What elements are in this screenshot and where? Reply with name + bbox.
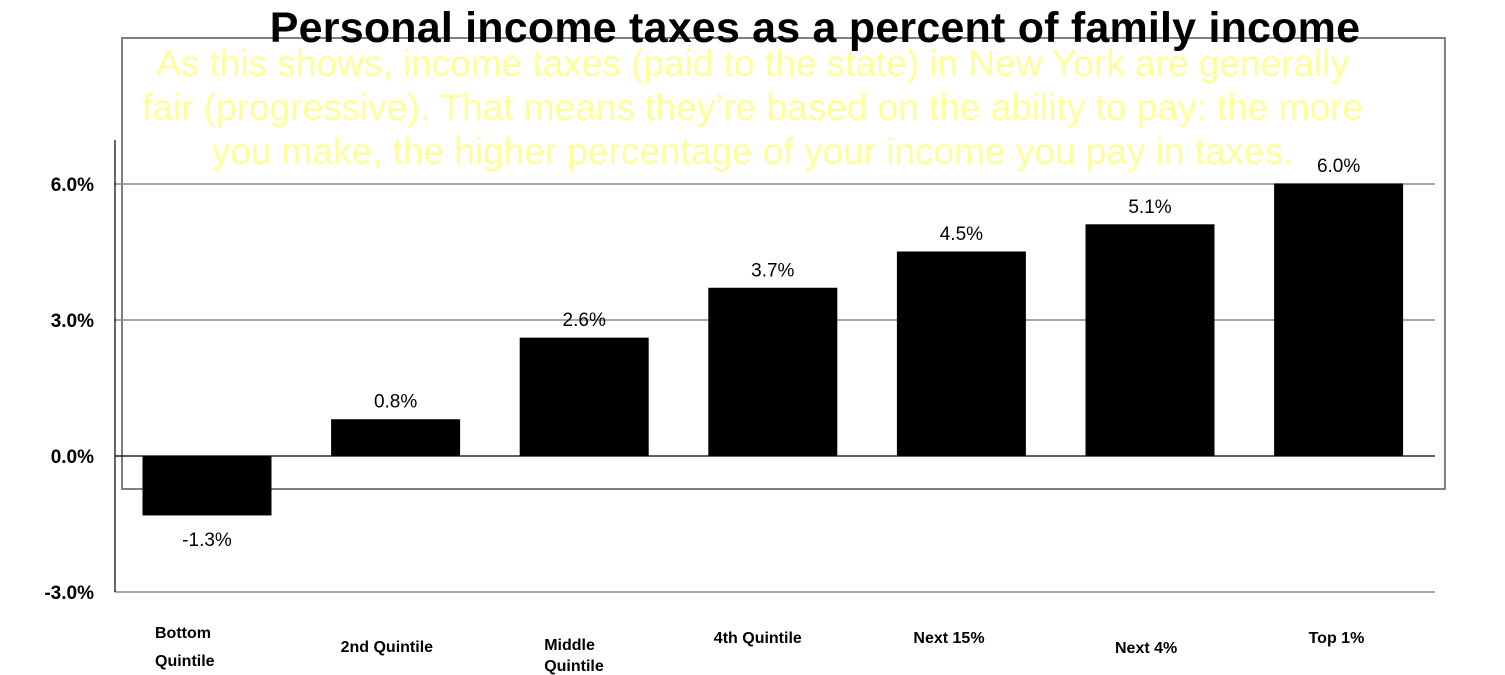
x-tick-label: 2nd Quintile (341, 639, 434, 656)
data-label: 6.0% (1317, 156, 1360, 177)
y-tick-label: -3.0% (44, 583, 94, 604)
x-tick-label: 4th Quintile (714, 630, 802, 647)
bar (1274, 183, 1404, 457)
y-tick-label: 0.0% (51, 447, 94, 468)
data-label: -1.3% (182, 530, 232, 551)
data-label: 5.1% (1128, 197, 1171, 218)
bar (1085, 224, 1215, 457)
x-tick-label: Top 1% (1309, 630, 1365, 647)
data-label: 3.7% (751, 260, 794, 281)
x-tick-label: Next 15% (913, 630, 984, 647)
bar (519, 337, 649, 457)
data-label: 4.5% (940, 224, 983, 245)
annotation-text: As this shows, income taxes (paid to the… (0, 42, 1505, 174)
bar (331, 419, 461, 457)
x-tick-label: Middle Quintile (544, 637, 604, 675)
chart-title: Personal income taxes as a percent of fa… (269, 4, 1361, 52)
bar (142, 455, 272, 516)
data-label: 0.8% (374, 392, 417, 413)
data-label: 2.6% (563, 310, 606, 331)
annotation-box (121, 37, 1446, 490)
annotation-line-1: As this shows, income taxes (paid to the… (156, 43, 1349, 84)
annotation-line-3: you make, the higher percentage of your … (211, 131, 1294, 172)
annotation-line-2: fair (progressive). That means they’re b… (142, 87, 1363, 128)
y-tick-label: 6.0% (51, 175, 94, 196)
y-tick-label: 3.0% (51, 311, 94, 332)
x-tick-label: Next 4% (1115, 640, 1177, 657)
bar (896, 251, 1026, 457)
bar (708, 287, 838, 457)
x-tick-label: Bottom Quintile (155, 625, 215, 670)
